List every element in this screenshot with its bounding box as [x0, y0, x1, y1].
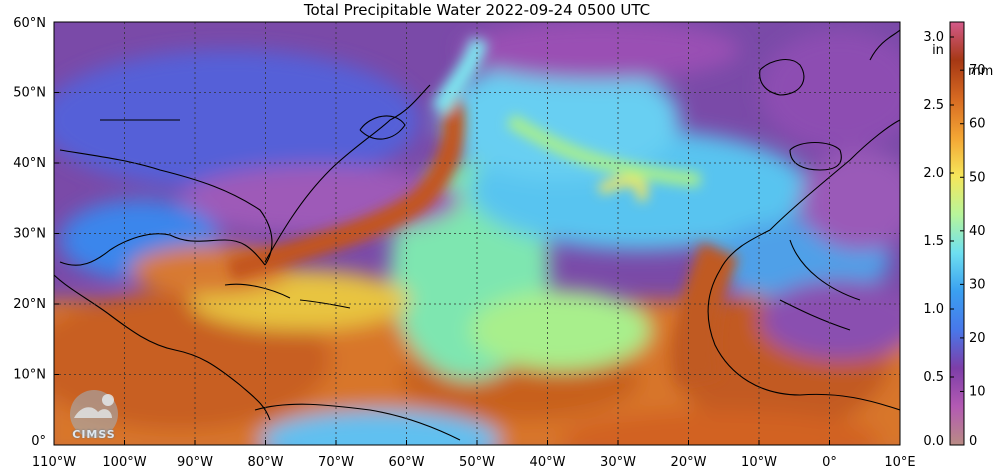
mm-ticks: 0 10 20 30 40 50 60 70 — [960, 63, 986, 449]
longitude-labels: 110°W 100°W 90°W 80°W 70°W 60°W 50°W 40°W 30°W 20… — [32, 455, 916, 470]
mm-tick-label: 20 — [969, 331, 986, 346]
inch-ticks: 0.0 0.5 1.0 1.5 2.0 2.5 3.0 — [923, 30, 954, 449]
lon-tick-label: 50°W — [459, 455, 495, 470]
map-title: Total Precipitable Water 2022-09-24 0500… — [303, 1, 651, 19]
inch-tick-label: 1.5 — [923, 234, 944, 249]
latitude-labels: 0° 10°N 20°N 30°N 40°N 50°N 60°N — [13, 16, 46, 449]
mm-tick-label: 40 — [969, 224, 986, 239]
coastlines — [54, 29, 900, 441]
lat-tick-label: 10°N — [13, 368, 46, 383]
colorbar-scale — [949, 21, 965, 446]
lon-tick-label: 60°W — [389, 455, 425, 470]
inch-tick-label: 2.0 — [923, 166, 944, 181]
map-frame — [53, 21, 901, 446]
lon-tick-label: 110°W — [32, 455, 76, 470]
mm-tick-label: 60 — [969, 117, 986, 132]
cimss-logo-text: CIMSS — [72, 428, 116, 441]
inch-tick-label: 0.0 — [923, 434, 944, 449]
inch-tick-label: 1.0 — [923, 302, 944, 317]
inch-unit-label: in — [932, 43, 944, 58]
mm-tick-label: 30 — [969, 277, 986, 292]
lon-tick-label: 100°W — [102, 455, 146, 470]
lat-tick-label: 60°N — [13, 16, 46, 31]
mm-unit-label: mm — [968, 64, 993, 79]
lon-tick-label: 90°W — [177, 455, 213, 470]
lon-tick-label: 10°W — [741, 455, 777, 470]
lon-tick-label: 40°W — [530, 455, 566, 470]
lat-tick-label: 0° — [31, 434, 46, 449]
mm-tick-label: 0 — [969, 434, 977, 449]
lon-tick-label: 0° — [822, 455, 837, 470]
inch-tick-label: 2.5 — [923, 98, 944, 113]
mm-tick-label: 70 — [969, 63, 986, 78]
graticule — [53, 21, 901, 446]
inch-tick-label: 3.0 — [923, 30, 944, 45]
lon-tick-label: 70°W — [318, 455, 354, 470]
lat-tick-label: 30°N — [13, 227, 46, 242]
cimss-logo — [70, 390, 118, 438]
lon-tick-label: 30°W — [600, 455, 636, 470]
lat-tick-label: 40°N — [13, 156, 46, 171]
lon-tick-label: 20°W — [671, 455, 707, 470]
inch-tick-label: 0.5 — [923, 370, 944, 385]
mm-tick-label: 50 — [969, 170, 986, 185]
lat-tick-label: 50°N — [13, 86, 46, 101]
lat-tick-label: 20°N — [13, 297, 46, 312]
lon-tick-label: 80°W — [248, 455, 284, 470]
lon-tick-label: 10°E — [884, 455, 915, 470]
mm-tick-label: 10 — [969, 384, 986, 399]
